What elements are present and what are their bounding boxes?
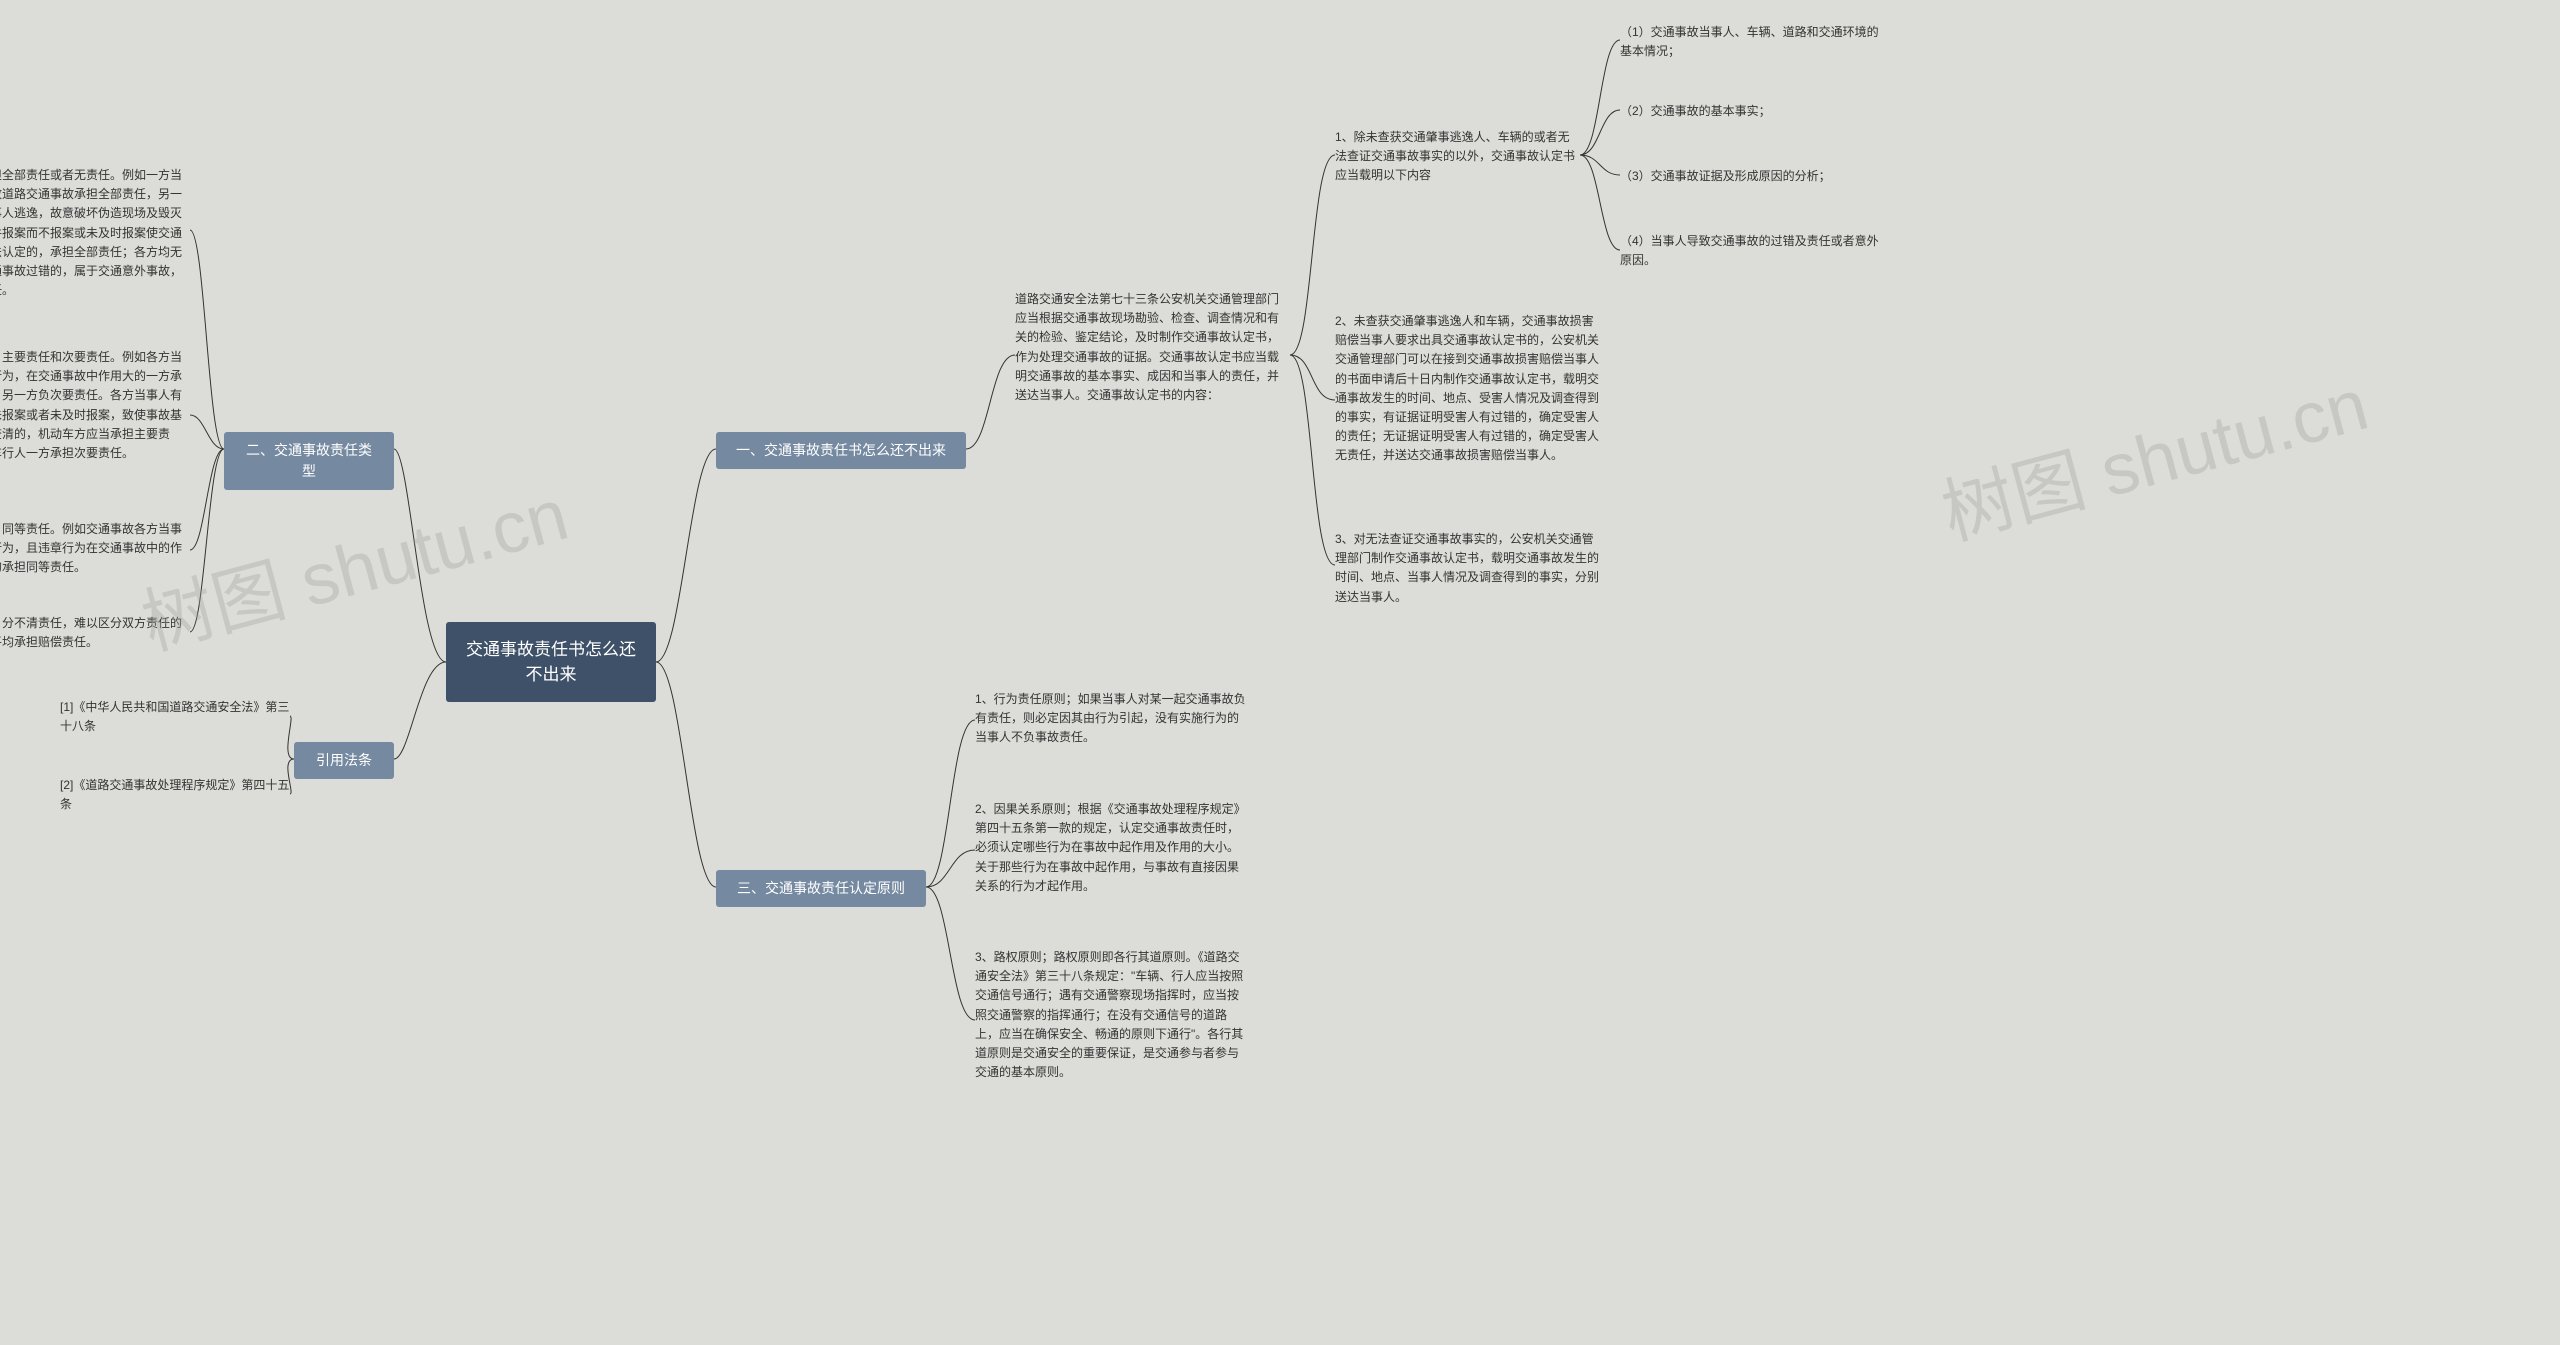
leaf-three-3: 3、路权原则；路权原则即各行其道原则。《道路交通安全法》第三十八条规定："车辆、… <box>975 948 1250 1082</box>
leaf-one-sub1-b: （2）交通事故的基本事实； <box>1620 102 1880 121</box>
branch-one: 一、交通事故责任书怎么还不出来 <box>716 432 966 469</box>
leaf-one-sub1-a: （1）交通事故当事人、车辆、道路和交通环境的基本情况； <box>1620 23 1880 61</box>
leaf-cite-1: [1]《中华人民共和国道路交通安全法》第三十八条 <box>60 698 290 736</box>
leaf-three-1: 1、行为责任原则；如果当事人对某一起交通事故负有责任，则必定因其由行为引起，没有… <box>975 690 1250 748</box>
watermark-2: 树图 shutu.cn <box>1929 345 2378 559</box>
leaf-one-sub1-d: （4）当事人导致交通事故的过错及责任或者意外原因。 <box>1620 232 1880 270</box>
leaf-one-main: 道路交通安全法第七十三条公安机关交通管理部门应当根据交通事故现场勘验、检查、调查… <box>1015 290 1290 405</box>
leaf-one-sub1-c: （3）交通事故证据及形成原因的分析； <box>1620 167 1880 186</box>
branch-three: 三、交通事故责任认定原则 <box>716 870 926 907</box>
leaf-type-4: 第四种情况，分不清责任，难以区分双方责任的情况，一般平均承担赔偿责任。 <box>0 614 190 652</box>
leaf-one-sub1: 1、除未查获交通肇事逃逸人、车辆的或者无法查证交通事故事实的以外，交通事故认定书… <box>1335 128 1580 186</box>
leaf-three-2: 2、因果关系原则；根据《交通事故处理程序规定》第四十五条第一款的规定，认定交通事… <box>975 800 1250 896</box>
root-node: 交通事故责任书怎么还不出来 <box>446 622 656 702</box>
leaf-type-3: 第三种情况，同等责任。例如交通事故各方当事人均有违章行为，且违章行为在交通事故中… <box>0 520 190 578</box>
leaf-one-sub2: 2、未查获交通肇事逃逸人和车辆，交通事故损害赔偿当事人要求出具交通事故认定书的，… <box>1335 312 1605 466</box>
leaf-cite-2: [2]《道路交通事故处理程序规定》第四十五条 <box>60 776 290 814</box>
leaf-type-1: 第一种，承担全部责任或者无责任。例如一方当事人过错导致道路交通事故承担全部责任，… <box>0 166 190 300</box>
connector-lines <box>0 0 2560 1345</box>
leaf-type-2: 第二种情况，主要责任和次要责任。例如各方当事人有违章行为，在交通事故中作用大的一… <box>0 348 190 463</box>
leaf-one-sub3: 3、对无法查证交通事故事实的，公安机关交通管理部门制作交通事故认定书，载明交通事… <box>1335 530 1605 607</box>
branch-cite: 引用法条 <box>294 742 394 779</box>
branch-type: 二、交通事故责任类型 <box>224 432 394 490</box>
